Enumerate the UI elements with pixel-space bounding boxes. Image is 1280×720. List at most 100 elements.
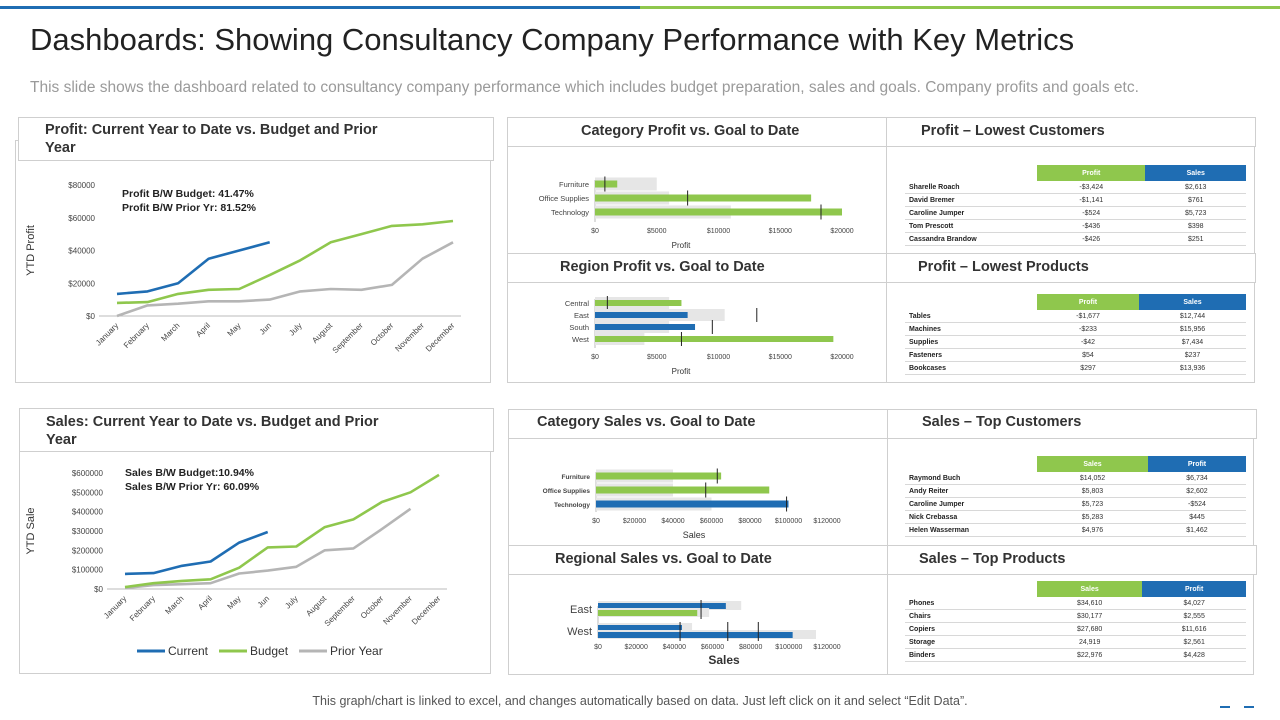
table-header-blank (905, 581, 1037, 597)
x-tick-label: October (359, 594, 386, 621)
table-row: Tables -$1,677 $12,744 (905, 310, 1246, 323)
x-tick-label: November (393, 321, 426, 354)
cat-profit-chart[interactable]: $0 $5000 $10000 $15000 $20000 Profit Furniture… (508, 150, 886, 252)
table-row: Nick Crebassa $5,283 $445 (905, 510, 1246, 524)
table-row: David Bremer -$1,141 $761 (905, 193, 1246, 207)
x-tick-label: November (381, 594, 414, 627)
legend-label: Budget (250, 644, 289, 658)
series-line-prior-year (124, 507, 412, 590)
x-tick-label: February (128, 594, 157, 623)
table-row: Tom Prescott -$436 $398 (905, 219, 1246, 233)
table-value-cell: $4,027 (1142, 597, 1246, 610)
x-axis-label: Profit (672, 367, 691, 376)
table-header-cell: Profit (1037, 294, 1139, 310)
x-tick-label: March (159, 321, 181, 343)
region-profit-title: Region Profit vs. Goal to Date (560, 259, 765, 275)
x-tick-label: Jun (256, 594, 271, 609)
top-accent-bar-blue (0, 6, 640, 9)
profit-line-chart[interactable]: $0 $20000 $40000 $60000 $80000 YTD Profit Janu… (15, 161, 491, 381)
category-label: Office Supplies (543, 488, 591, 495)
x-axis-label: Sales (683, 530, 706, 540)
value-bar (598, 610, 698, 616)
category-label: Central (565, 299, 590, 308)
table-value-cell: $5,283 (1037, 510, 1148, 524)
x-tick-label: $60000 (701, 644, 724, 651)
category-label: East (570, 604, 592, 616)
table-value-cell: $5,723 (1145, 206, 1246, 220)
y-tick-label: $60000 (68, 214, 95, 223)
footer-note: This graph/chart is linked to excel, and… (312, 694, 968, 708)
vertical-divider-top (886, 147, 887, 383)
table-value-cell: -$42 (1037, 335, 1139, 349)
table-name-cell: Nick Crebassa (905, 510, 1037, 524)
table-value-cell: $34,610 (1037, 597, 1143, 610)
table-value-cell: $2,555 (1142, 609, 1246, 623)
table-name-cell: Supplies (905, 335, 1037, 349)
category-label: South (569, 323, 589, 332)
value-bar (598, 632, 793, 638)
top-customers-title: Sales – Top Customers (922, 414, 1082, 430)
value-bar (595, 336, 834, 342)
table-header-blank (905, 294, 1037, 310)
x-tick-label: $15000 (769, 354, 792, 361)
y-tick-label: $200000 (72, 546, 104, 555)
x-tick-label: September (331, 321, 365, 355)
x-tick-label: $100000 (775, 644, 802, 651)
table-value-cell: $12,744 (1138, 310, 1246, 323)
y-tick-label: $80000 (68, 181, 95, 190)
x-tick-label: January (94, 321, 120, 347)
top-accent-bar-green (640, 6, 1280, 9)
x-axis-label: Sales (708, 653, 740, 667)
table-value-cell: $27,680 (1037, 622, 1143, 636)
table-name-cell: Raymond Buch (905, 472, 1037, 485)
low-customers-title: Profit – Lowest Customers (921, 123, 1105, 139)
series-line-prior-year (116, 241, 454, 318)
region-profit-chart[interactable]: $0 $5000 $10000 $15000 $20000 Profit Central Ea… (508, 286, 886, 382)
table-header-cell: Profit (1037, 165, 1146, 181)
category-label: Office Supplies (539, 194, 590, 203)
table-row: Copiers $27,680 $11,616 (905, 622, 1246, 636)
table-value-cell: $2,561 (1142, 635, 1246, 649)
sales-line-panel (19, 431, 491, 674)
x-tick-label: August (304, 594, 329, 619)
y-tick-label: $500000 (72, 488, 104, 497)
regional-sales-chart[interactable]: $0 $20000 $40000 $60000 $80000 $100000 $120000… (509, 578, 887, 674)
table-value-cell: $22,976 (1037, 648, 1143, 662)
low-products-title: Profit – Lowest Products (918, 259, 1089, 275)
table-value-cell: $15,956 (1138, 322, 1246, 336)
category-label: East (574, 311, 590, 320)
table-name-cell: Tom Prescott (905, 219, 1037, 233)
table-name-cell: Cassandra Brandow (905, 232, 1037, 246)
table-row: Bookcases $297 $13,936 (905, 361, 1246, 375)
y-tick-label: $20000 (68, 279, 95, 288)
table-name-cell: Binders (905, 648, 1037, 662)
value-bar (595, 194, 812, 202)
table-header-cell: Profit (1142, 581, 1246, 597)
table-name-cell: Tables (905, 310, 1037, 323)
sales-line-title: Sales: Current Year to Date vs. Budget a… (46, 413, 379, 449)
sales-line-title-line2: Year (46, 432, 77, 448)
series-line-budget (116, 219, 454, 305)
y-axis-label: YTD Profit (25, 225, 37, 276)
cat-sales-chart[interactable]: $0 $20000 $40000 $60000 $80000 $100000 $120000… (509, 442, 887, 544)
table-header-row: Profit Sales (905, 294, 1246, 310)
page-subtitle: This slide shows the dashboard related t… (30, 79, 1139, 96)
sales-line-chart[interactable]: $0 $100000 $200000 $300000 $400000 $500000 $60… (19, 452, 491, 674)
profit-line-title-line1: Profit: Current Year to Date vs. Budget … (45, 122, 378, 138)
y-tick-label: $100000 (72, 566, 104, 575)
low-products-table: Profit Sales Tables -$1,677 $12,744 Machines -… (905, 294, 1246, 375)
x-tick-label: $5000 (647, 228, 667, 235)
cat-profit-header (507, 117, 887, 147)
legend-label: Prior Year (330, 644, 383, 658)
table-value-cell: $5,723 (1037, 497, 1148, 511)
table-value-cell: $4,428 (1142, 648, 1246, 662)
x-tick-label: $15000 (769, 228, 792, 235)
table-row: Sharelle Roach -$3,424 $2,613 (905, 181, 1246, 194)
table-name-cell: Copiers (905, 622, 1037, 636)
table-value-cell: $7,434 (1138, 335, 1246, 349)
category-label: Furniture (559, 180, 589, 189)
table-row: Caroline Jumper -$524 $5,723 (905, 206, 1246, 220)
x-tick-label: October (369, 321, 396, 348)
category-label: West (572, 335, 590, 344)
x-tick-label: February (122, 321, 151, 350)
